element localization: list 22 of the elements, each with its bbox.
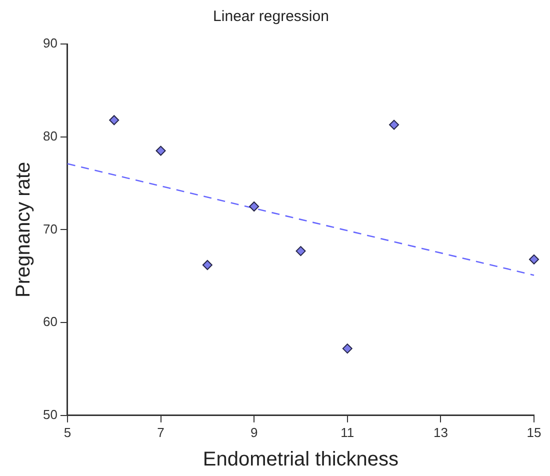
point [296, 246, 306, 256]
y-tick-label: 50 [42, 406, 58, 422]
x-tick-label: 15 [526, 424, 542, 440]
x-tick-label: 7 [157, 424, 164, 440]
chart-title: Linear regression [213, 8, 329, 26]
point [342, 344, 352, 354]
x-tick-label: 13 [433, 424, 448, 440]
y-tick-label: 80 [42, 128, 58, 144]
point [249, 201, 260, 212]
point [202, 260, 212, 270]
point [156, 146, 166, 156]
y-tick-label: 90 [42, 36, 58, 51]
x-axis-title: Endometrial thickness [202, 448, 399, 471]
point [109, 115, 120, 126]
x-tick-label: 11 [340, 424, 354, 440]
y-axis-title: Pregnancy rate [12, 162, 35, 298]
y-tick-label: 60 [42, 314, 58, 330]
point [389, 120, 400, 130]
x-tick-label: 9 [250, 424, 258, 440]
y-tick-label: 70 [42, 221, 58, 236]
point [529, 254, 539, 264]
x-tick-label: 5 [64, 424, 72, 440]
